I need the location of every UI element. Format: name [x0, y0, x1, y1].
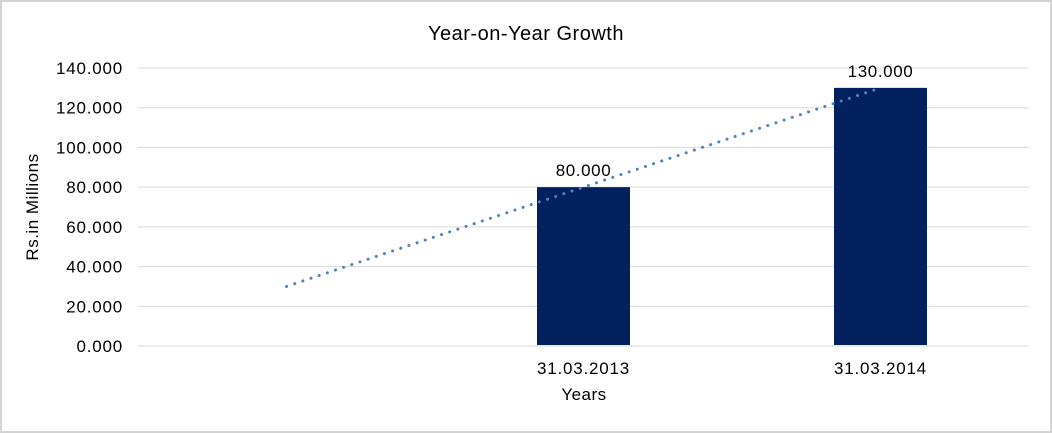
- y-axis-tick-labels: 0.000 20.000 40.000 60.000 80.000 100.000 120.…: [56, 59, 123, 356]
- y-tick-label: 100.000: [56, 138, 123, 157]
- y-tick-label: 40.000: [66, 258, 123, 277]
- bar-series: [537, 87, 927, 345]
- x-axis-title: Years: [561, 385, 606, 404]
- x-tick-label: 31.03.2013: [537, 359, 630, 378]
- y-tick-label: 120.000: [56, 99, 123, 118]
- y-tick-label: 0.000: [76, 337, 123, 356]
- bar-data-label: 80.000: [556, 161, 612, 180]
- y-axis-title: Rs.in Millions: [23, 153, 42, 260]
- chart-title: Year-on-Year Growth: [428, 23, 624, 45]
- trendline-series: [285, 86, 882, 288]
- y-tick-label: 80.000: [66, 178, 123, 197]
- bar-data-label: 130.000: [848, 62, 914, 81]
- x-axis-tick-labels: 31.03.2013 31.03.2014: [537, 359, 927, 378]
- x-tick-label: 31.03.2014: [834, 359, 927, 378]
- bar: [537, 187, 630, 345]
- bar: [834, 87, 927, 345]
- y-tick-label: 60.000: [66, 218, 123, 237]
- data-labels: 80.000 130.000: [556, 62, 914, 180]
- y-tick-label: 140.000: [56, 59, 123, 78]
- trendline: [285, 86, 882, 288]
- y-tick-label: 20.000: [66, 297, 123, 316]
